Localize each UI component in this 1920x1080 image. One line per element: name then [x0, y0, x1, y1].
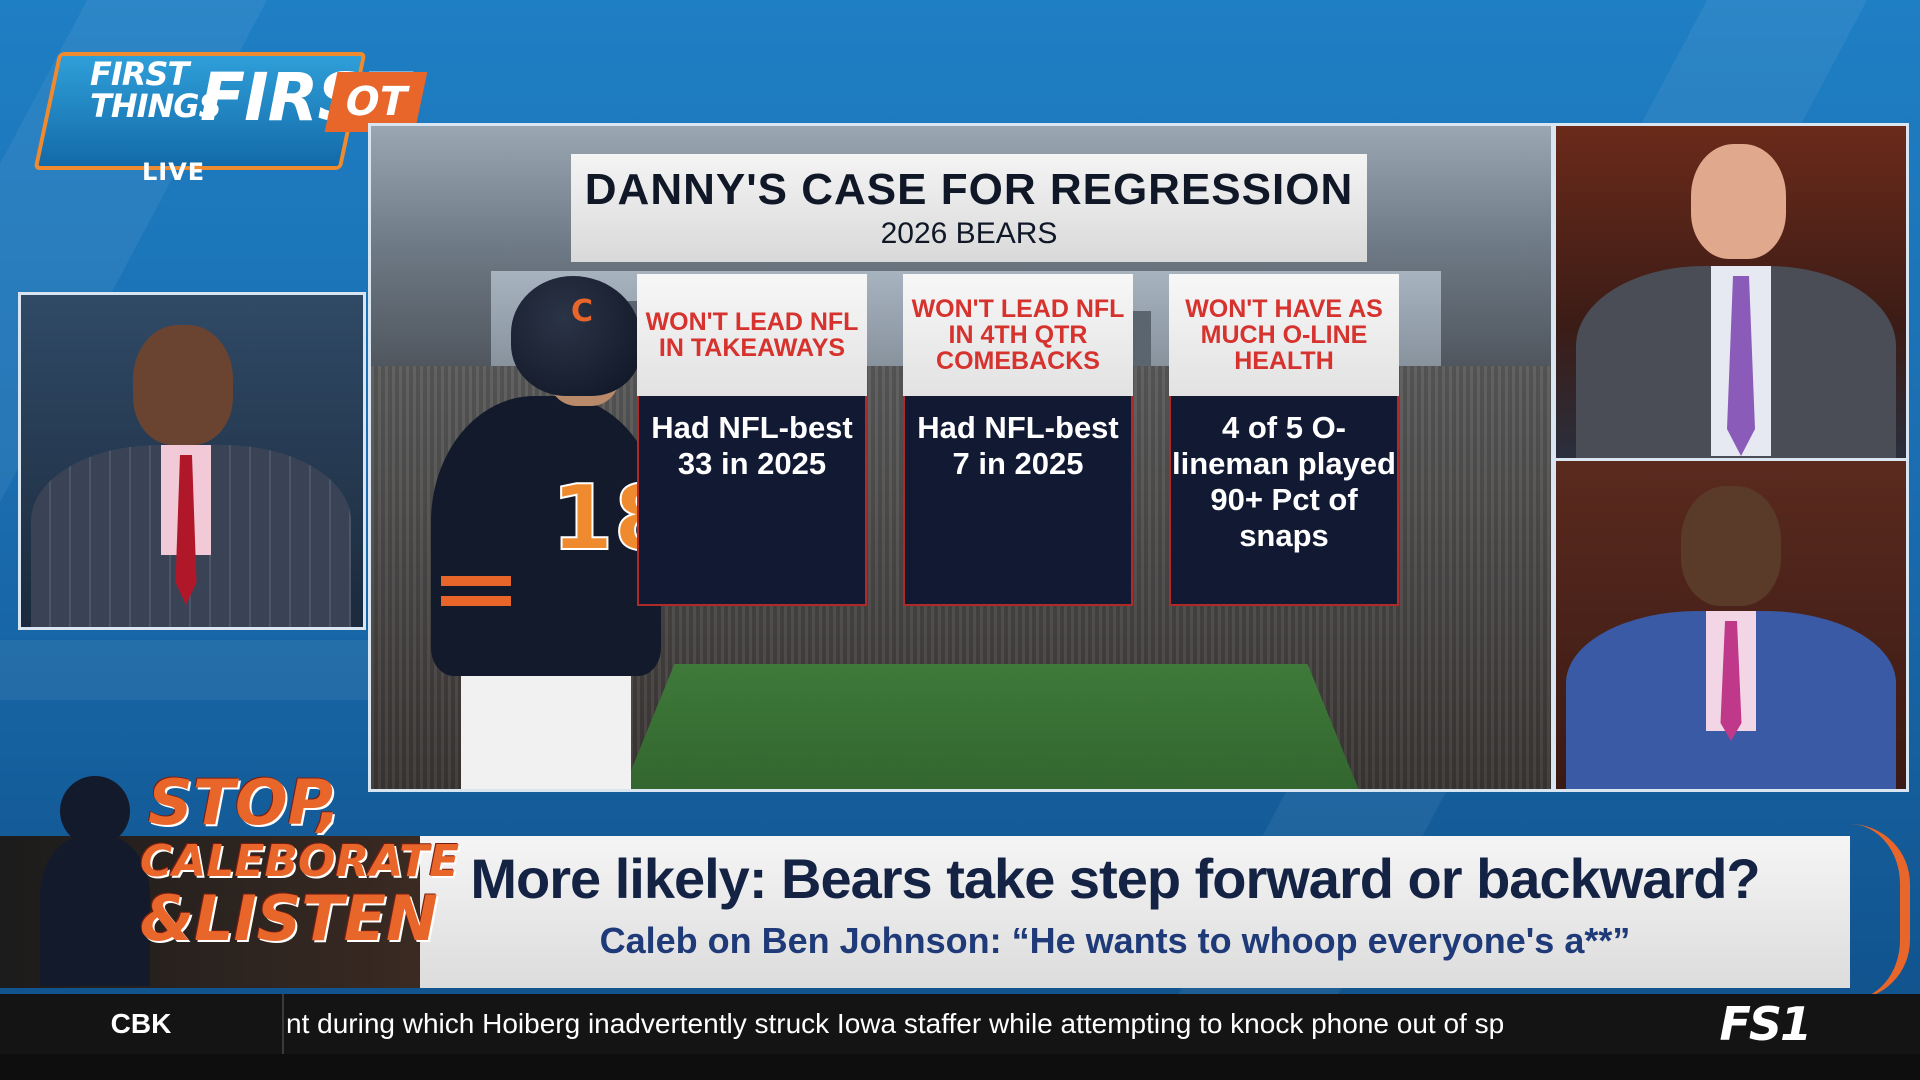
sleeve-stripe: [441, 576, 511, 586]
ticker-text: nt during which Hoiberg inadvertently st…: [286, 994, 1636, 1054]
promo-player-image: [30, 776, 150, 988]
ticker-category: CBK: [0, 994, 284, 1054]
stat-card-2: WON'T LEAD NFL IN 4TH QTR COMEBACKS Had …: [903, 274, 1133, 606]
stat-card-body: Had NFL-best 7 in 2025: [903, 396, 1133, 606]
promo-line3: &LISTEN: [140, 882, 438, 955]
lower-third: More likely: Bears take step forward or …: [0, 836, 1920, 988]
host-head: [1681, 486, 1781, 606]
quarterback-image: 18 C: [431, 276, 661, 792]
stat-card-body: 4 of 5 O-lineman played 90+ Pct of snaps: [1169, 396, 1399, 606]
stat-card-heading: WON'T LEAD NFL IN 4TH QTR COMEBACKS: [903, 274, 1133, 396]
news-ticker: CBK nt during which Hoiberg inadvertentl…: [0, 994, 1920, 1054]
host-head: [1691, 144, 1786, 259]
camera-bottom-right-host: [1553, 458, 1909, 792]
segment-promo: STOP, CALEBORATE &LISTEN: [0, 766, 420, 988]
player-pants: [461, 676, 631, 792]
main-graphic: DANNY'S CASE FOR REGRESSION 2026 BEARS 1…: [368, 123, 1554, 792]
headline: More likely: Bears take step forward or …: [380, 846, 1850, 911]
stat-card-body: Had NFL-best 33 in 2025: [637, 396, 867, 606]
live-label: LIVE: [142, 158, 205, 186]
promo-line2: CALEBORATE: [140, 836, 459, 887]
stat-card-heading: WON'T HAVE AS MUCH O-LINE HEALTH: [1169, 274, 1399, 396]
network-logo: FS1: [1719, 994, 1810, 1054]
helmet-logo: C: [571, 294, 593, 329]
stat-card-1: WON'T LEAD NFL IN TAKEAWAYS Had NFL-best…: [637, 274, 867, 606]
camera-left-host: [18, 292, 366, 630]
subheadline: Caleb on Ben Johnson: “He wants to whoop…: [380, 920, 1850, 962]
stat-card-heading: WON'T LEAD NFL IN TAKEAWAYS: [637, 274, 867, 396]
camera-top-right-host: [1553, 123, 1909, 461]
graphic-title: DANNY'S CASE FOR REGRESSION: [585, 165, 1353, 215]
logo-line1: FIRST THINGS: [90, 58, 170, 122]
football-field: [600, 664, 1383, 792]
logo-wordmark: FIRST THINGS FIRST: [90, 58, 170, 122]
bottom-strip: [0, 1054, 1920, 1080]
promo-line1: STOP,: [148, 766, 341, 839]
graphic-subtitle: 2026 BEARS: [881, 217, 1058, 251]
host-head: [133, 325, 233, 445]
graphic-title-box: DANNY'S CASE FOR REGRESSION 2026 BEARS: [571, 154, 1367, 262]
sleeve-stripe: [441, 596, 511, 606]
show-logo: FIRST THINGS FIRST OT LIVE: [46, 40, 396, 190]
stat-card-3: WON'T HAVE AS MUCH O-LINE HEALTH 4 of 5 …: [1169, 274, 1399, 606]
